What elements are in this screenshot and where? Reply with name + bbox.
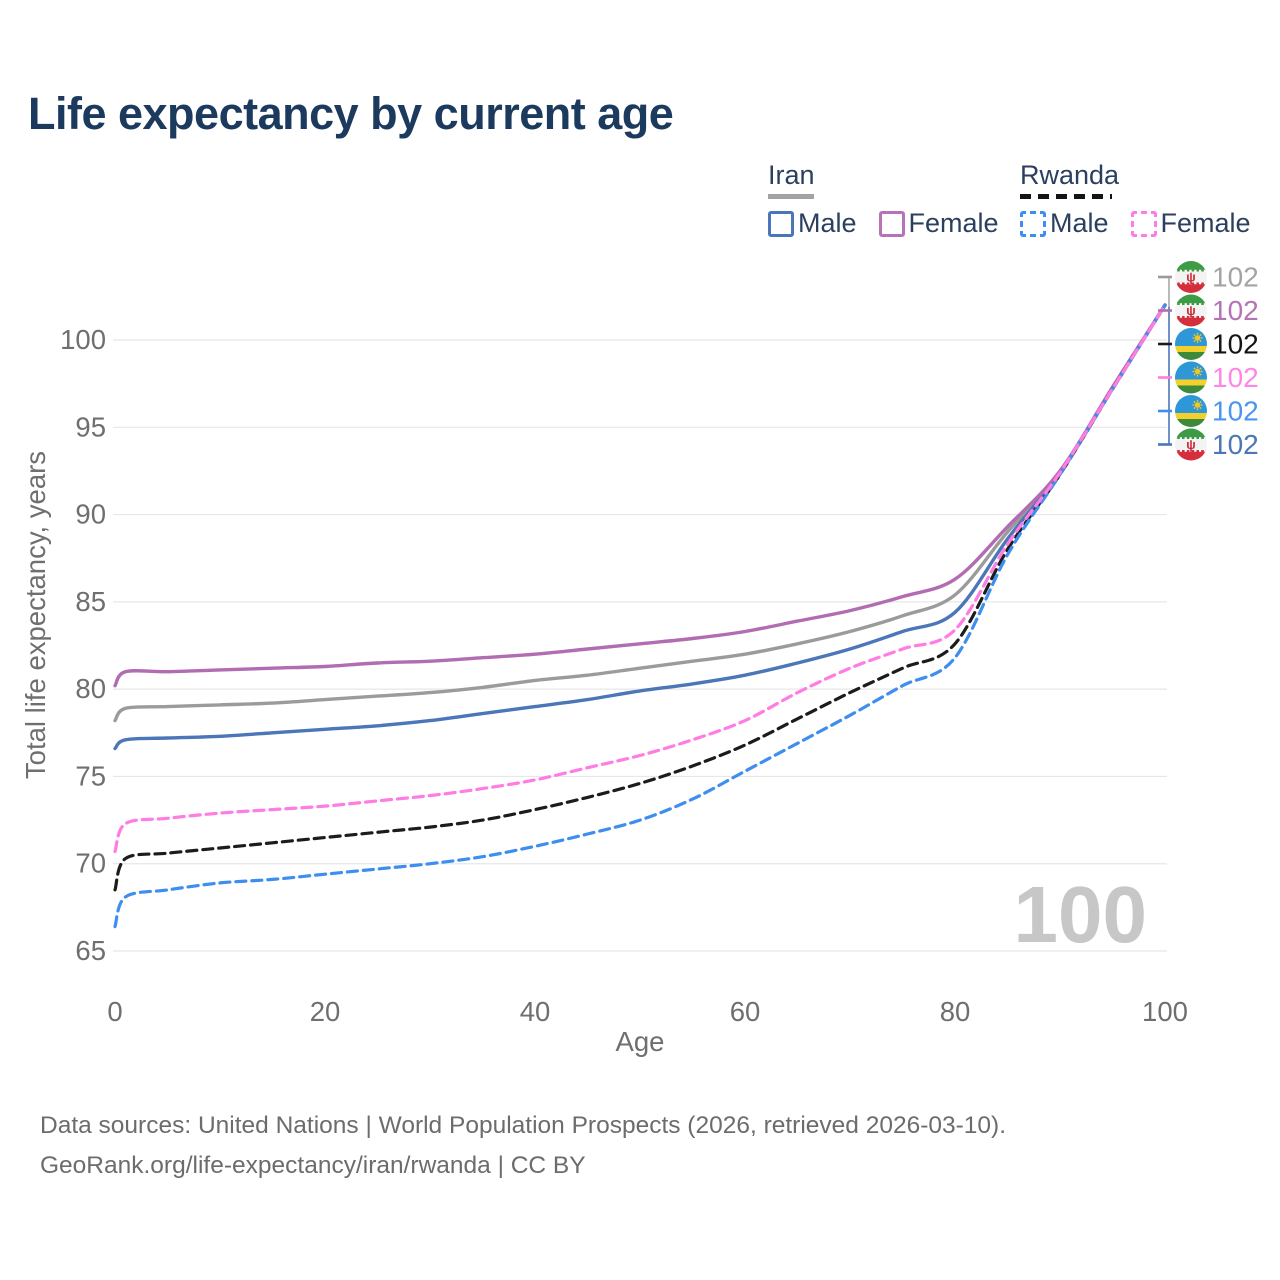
x-tick-label-60: 60 xyxy=(730,996,761,1027)
end-label-value: 102 xyxy=(1212,429,1259,460)
x-axis-title: Age xyxy=(616,1026,665,1057)
footer-source-line: Data sources: United Nations | World Pop… xyxy=(40,1112,1007,1139)
age-watermark: 100 xyxy=(1014,870,1147,959)
y-tick-label-75: 75 xyxy=(75,760,106,791)
y-tick-label-80: 80 xyxy=(75,673,106,704)
x-tick-label-100: 100 xyxy=(1142,996,1188,1027)
series-line-rwanda-female[interactable] xyxy=(113,303,1167,854)
legend-group-rwanda: Rwanda Male Female xyxy=(1020,160,1251,239)
legend-country-rwanda[interactable]: Rwanda xyxy=(1020,160,1120,190)
x-tick-label-40: 40 xyxy=(520,996,551,1027)
end-label-value: 102 xyxy=(1212,329,1259,360)
y-tick-label-100: 100 xyxy=(60,324,106,355)
svg-text:ψ: ψ xyxy=(1186,438,1195,452)
page-title: Life expectancy by current age xyxy=(28,88,674,139)
flag-icon-iran: ψ xyxy=(1175,294,1207,327)
series-layer xyxy=(113,303,1167,929)
grid-layer: 65 70 75 80 85 90 95 100 0 20 40 60 80 100 xyxy=(60,324,1188,1027)
end-label-row-rwanda-female: 102 xyxy=(1158,361,1259,394)
end-label-value: 102 xyxy=(1212,262,1259,293)
flag-icon-rwanda xyxy=(1175,395,1207,427)
y-tick-label-95: 95 xyxy=(75,411,106,442)
flag-icon-rwanda xyxy=(1175,328,1207,360)
flag-icon-iran: ψ xyxy=(1175,261,1207,293)
checkbox-rwanda-female[interactable] xyxy=(1130,210,1157,237)
x-tick-label-80: 80 xyxy=(940,996,971,1027)
legend-linestyle-iran-solid xyxy=(768,194,814,199)
footer-url-line: GeoRank.org/life-expectancy/iran/rwanda … xyxy=(40,1152,586,1179)
end-label-value: 102 xyxy=(1212,362,1259,393)
series-line-iran-male[interactable] xyxy=(113,303,1167,751)
y-tick-label-65: 65 xyxy=(75,935,106,966)
end-label-value: 102 xyxy=(1212,295,1259,326)
legend-group-iran: Iran Male Female xyxy=(768,160,999,239)
svg-text:ψ: ψ xyxy=(1186,271,1195,285)
legend-label-rwanda-male[interactable]: Male xyxy=(1050,208,1109,238)
end-label-row-iran-female: ψ 102 xyxy=(1158,294,1259,327)
y-tick-label-85: 85 xyxy=(75,586,106,617)
end-label-row-iran-male: ψ 102 xyxy=(1158,428,1259,461)
legend-country-iran[interactable]: Iran xyxy=(768,160,815,190)
legend-label-iran-male[interactable]: Male xyxy=(798,208,857,238)
legend-label-rwanda-female[interactable]: Female xyxy=(1160,208,1251,238)
y-axis-title: Total life expectancy, years xyxy=(20,451,51,779)
checkbox-iran-female[interactable] xyxy=(878,210,905,237)
flag-icon-iran: ψ xyxy=(1175,428,1207,461)
checkbox-iran-male[interactable] xyxy=(768,210,794,237)
checkbox-rwanda-male[interactable] xyxy=(1020,210,1046,237)
end-label-value: 102 xyxy=(1212,396,1259,427)
y-tick-label-70: 70 xyxy=(75,848,106,879)
footer: Data sources: United Nations | World Pop… xyxy=(40,1106,1006,1186)
end-label-row-rwanda-both-sexes: 102 xyxy=(1158,328,1259,360)
series-line-rwanda-both-sexes[interactable] xyxy=(113,303,1167,892)
series-line-iran-female[interactable] xyxy=(113,303,1167,688)
x-tick-label-0: 0 xyxy=(107,996,122,1027)
series-line-rwanda-male[interactable] xyxy=(113,303,1167,929)
flag-icon-rwanda xyxy=(1175,361,1207,394)
end-label-row-rwanda-male: 102 xyxy=(1158,395,1259,427)
legend-linestyle-rwanda-dashed xyxy=(1020,194,1112,199)
x-tick-label-20: 20 xyxy=(310,996,341,1027)
end-label-row-iran-both-sexes: ψ 102 xyxy=(1158,261,1259,293)
svg-text:ψ: ψ xyxy=(1186,304,1195,318)
series-line-iran-both-sexes[interactable] xyxy=(113,303,1167,723)
legend-label-iran-female[interactable]: Female xyxy=(908,208,999,238)
y-tick-label-90: 90 xyxy=(75,499,106,530)
